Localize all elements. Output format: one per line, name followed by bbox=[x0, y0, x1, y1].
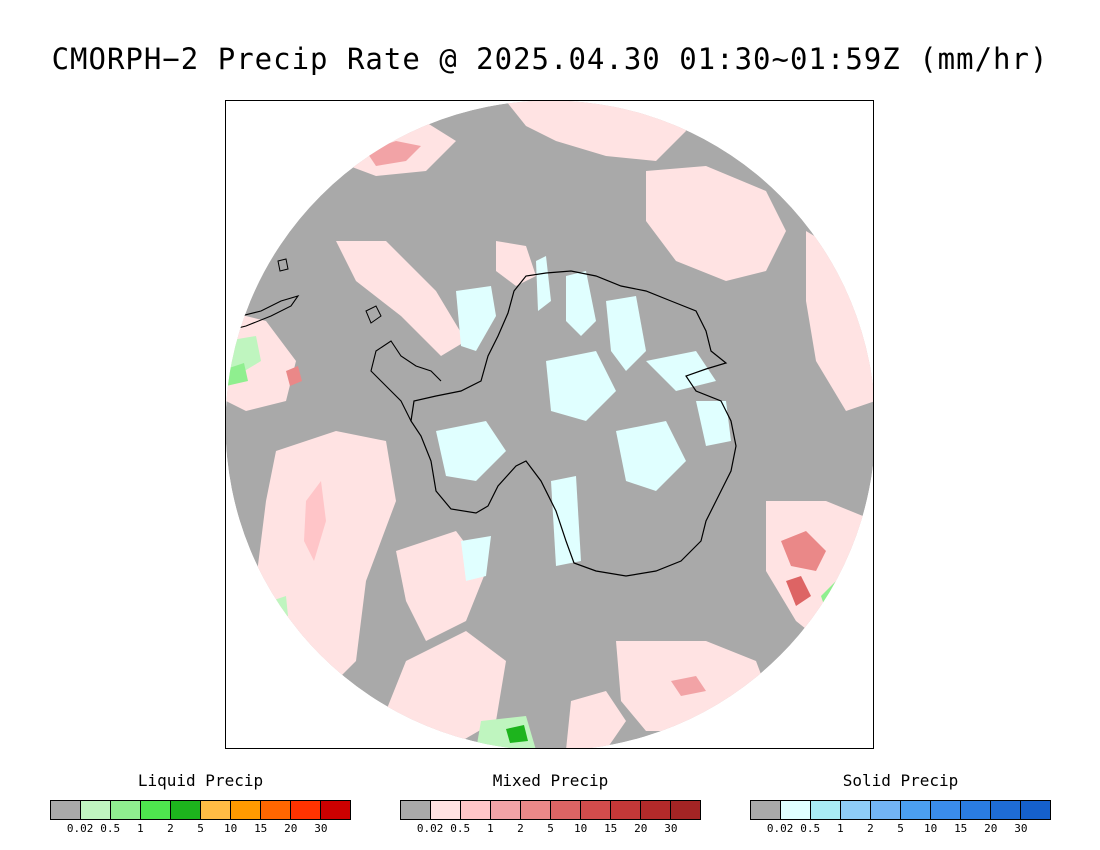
legend-tick-label: 1 bbox=[136, 822, 144, 835]
legend-tick-label: 10 bbox=[573, 822, 588, 835]
legend-tick-label: 5 bbox=[547, 822, 554, 835]
legend-tick-label: 15 bbox=[254, 822, 268, 835]
legend-tick-label: 0.02 bbox=[66, 822, 94, 835]
legend-swatch bbox=[871, 801, 901, 819]
chart-title: CMORPH−2 Precip Rate @ 2025.04.30 01:30~… bbox=[51, 42, 1049, 76]
liquid-precip-legend: Liquid Precip 0.02 0.5 1 2 5 10 15 20 30 bbox=[50, 770, 351, 838]
legend-ticks: 0.02 0.5 1 2 5 10 15 20 30 bbox=[50, 822, 351, 838]
legend-tick-label: 30 bbox=[314, 822, 328, 835]
legend-tick-label: 20 bbox=[984, 822, 998, 835]
legend-color-bar bbox=[50, 800, 351, 820]
legend-tick-label: 0.5 bbox=[800, 822, 821, 835]
legend-swatch bbox=[461, 801, 491, 819]
map-svg bbox=[226, 101, 873, 748]
legend-swatch bbox=[901, 801, 931, 819]
legend-swatch bbox=[611, 801, 641, 819]
legend-tick-label: 10 bbox=[223, 822, 238, 835]
legend-swatch bbox=[581, 801, 611, 819]
legend-swatch bbox=[641, 801, 671, 819]
legend-swatch bbox=[231, 801, 261, 819]
legend-tick-label: 15 bbox=[604, 822, 618, 835]
legend-tick-label: 30 bbox=[1014, 822, 1028, 835]
legend-tick-label: 0.5 bbox=[100, 822, 121, 835]
solid-precip-areas bbox=[436, 256, 731, 581]
legend-tick-label: 2 bbox=[517, 822, 524, 835]
legend-tick-label: 20 bbox=[634, 822, 648, 835]
legend-tick-label: 0.02 bbox=[766, 822, 794, 835]
legend-swatch bbox=[671, 801, 700, 819]
antarctic-peninsula-coastline bbox=[370, 340, 442, 422]
legend-swatch bbox=[551, 801, 581, 819]
legend-tick-label: 20 bbox=[284, 822, 298, 835]
legend-swatch bbox=[291, 801, 321, 819]
legend-color-bar bbox=[750, 800, 1051, 820]
legend-swatch bbox=[841, 801, 871, 819]
legend-swatch bbox=[321, 801, 350, 819]
mixed-precip-legend: Mixed Precip 0.02 0.5 1 2 5 10 15 20 30 bbox=[400, 770, 701, 838]
legend-swatch bbox=[171, 801, 201, 819]
legend-tick-label: 2 bbox=[867, 822, 874, 835]
legend-swatch bbox=[961, 801, 991, 819]
legend-swatch bbox=[491, 801, 521, 819]
legend-ticks: 0.02 0.5 1 2 5 10 15 20 30 bbox=[400, 822, 701, 838]
legend-tick-label: 1 bbox=[486, 822, 494, 835]
legend-tick-label: 30 bbox=[664, 822, 678, 835]
legend-tick-label: 0.02 bbox=[416, 822, 444, 835]
legend-swatch bbox=[751, 801, 781, 819]
legend-swatch bbox=[931, 801, 961, 819]
legend-swatch bbox=[521, 801, 551, 819]
legend-swatch bbox=[141, 801, 171, 819]
legend-swatch bbox=[81, 801, 111, 819]
legend-swatch bbox=[991, 801, 1021, 819]
legend-tick-label: 2 bbox=[167, 822, 174, 835]
legend-tick-label: 0.5 bbox=[450, 822, 471, 835]
legend-swatch bbox=[51, 801, 81, 819]
legend-swatch bbox=[201, 801, 231, 819]
solid-precip-legend: Solid Precip 0.02 0.5 1 2 5 10 15 20 30 bbox=[750, 770, 1051, 838]
legend-title: Liquid Precip bbox=[137, 771, 264, 790]
legend-tick-label: 5 bbox=[897, 822, 904, 835]
legend-swatch bbox=[811, 801, 841, 819]
south-america-coastline bbox=[226, 295, 300, 332]
island-outline bbox=[277, 258, 382, 324]
legend-tick-label: 1 bbox=[836, 822, 844, 835]
legend-title: Solid Precip bbox=[842, 771, 959, 790]
legend-swatch bbox=[401, 801, 431, 819]
legend-swatch bbox=[261, 801, 291, 819]
legend-swatch bbox=[781, 801, 811, 819]
legend-tick-label: 5 bbox=[197, 822, 204, 835]
antarctica-coastline bbox=[410, 270, 737, 577]
legend-title: Mixed Precip bbox=[492, 771, 609, 790]
legend-tick-label: 15 bbox=[954, 822, 968, 835]
polar-map bbox=[225, 100, 874, 749]
legend-swatch bbox=[431, 801, 461, 819]
legend-tick-label: 10 bbox=[923, 822, 938, 835]
legend-swatch bbox=[111, 801, 141, 819]
legend-swatch bbox=[1021, 801, 1050, 819]
legend-ticks: 0.02 0.5 1 2 5 10 15 20 30 bbox=[750, 822, 1051, 838]
legend-color-bar bbox=[400, 800, 701, 820]
